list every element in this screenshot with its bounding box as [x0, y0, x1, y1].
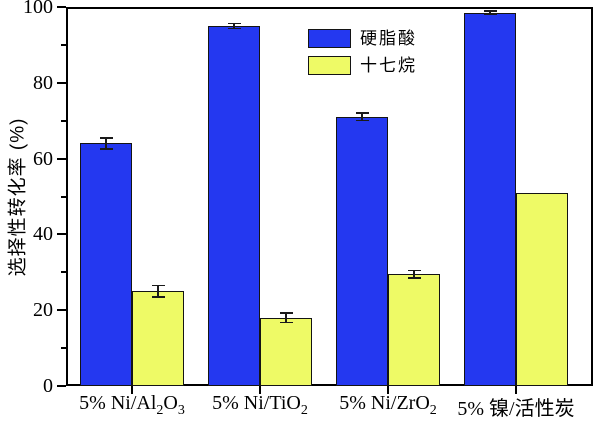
x-category-text: 5% 镍/活性炭 — [457, 398, 575, 420]
bar-series1 — [208, 25, 260, 386]
x-category-label: 5% Ni/ZrO2 — [339, 392, 437, 418]
error-bar-cap — [407, 277, 421, 279]
bar-series2 — [516, 192, 568, 386]
x-category-text: 5% Ni/TiO — [212, 392, 301, 414]
y-tick — [57, 385, 66, 387]
y-tick — [57, 309, 66, 312]
bar-series2 — [388, 274, 440, 386]
error-bar-line — [361, 113, 363, 121]
y-minor-tick — [61, 347, 66, 350]
legend-swatch — [308, 29, 351, 48]
y-minor-tick — [61, 43, 66, 46]
error-bar-line — [413, 270, 415, 278]
x-category-label: 5% Ni/Al2O3 — [79, 392, 185, 418]
error-bar-cap — [99, 137, 113, 139]
error-bar-cap — [483, 13, 497, 15]
error-bar-cap — [151, 284, 165, 287]
error-bar-line — [233, 23, 235, 29]
error-bar-cap — [151, 296, 165, 298]
x-category-text: 5% Ni/Al — [79, 392, 157, 414]
error-bar-cap — [227, 27, 241, 30]
legend-swatch — [308, 56, 351, 75]
y-tick-label: 80 — [33, 71, 53, 94]
x-category-label: 5% Ni/TiO2 — [212, 392, 308, 418]
y-tick — [57, 6, 66, 8]
y-minor-tick — [61, 195, 66, 198]
bar-series1 — [464, 12, 516, 386]
error-bar-cap — [355, 112, 369, 114]
y-minor-tick — [61, 271, 66, 274]
legend-label: 硬脂酸 — [360, 29, 417, 48]
x-category-subscript: 2 — [429, 403, 437, 418]
y-tick-label: 60 — [33, 147, 53, 170]
error-bar-cap — [227, 22, 241, 25]
bar-series2 — [132, 291, 184, 386]
y-tick-label: 20 — [33, 299, 53, 322]
error-bar-cap — [99, 148, 113, 150]
error-bar-cap — [279, 312, 293, 314]
x-category-text: 5% Ni/ZrO — [339, 392, 430, 414]
error-bar-line — [489, 11, 491, 15]
error-bar-line — [285, 312, 287, 323]
legend-label: 十七烷 — [360, 56, 417, 75]
error-bar-cap — [355, 119, 369, 122]
error-bar-line — [157, 285, 159, 297]
y-tick — [57, 233, 66, 236]
y-minor-tick — [61, 119, 66, 122]
y-tick — [57, 81, 66, 84]
x-tick — [515, 386, 517, 394]
y-tick-label: 100 — [23, 0, 53, 18]
x-tick — [131, 386, 133, 394]
y-tick-label: 40 — [33, 223, 53, 246]
x-category-label: 5% 镍/活性炭 — [457, 392, 574, 421]
y-tick — [57, 157, 66, 160]
y-tick-label: 0 — [43, 375, 53, 397]
x-category-subscript: 2 — [300, 403, 308, 418]
x-category-subscript: 3 — [177, 403, 185, 418]
x-tick — [387, 386, 389, 394]
bar-series1 — [80, 143, 132, 386]
error-bar-cap — [483, 10, 497, 12]
error-bar-line — [105, 137, 107, 150]
y-axis-title: 选择性转化率 (%) — [7, 117, 29, 277]
x-category-text: O — [163, 392, 178, 414]
error-bar-cap — [407, 269, 421, 272]
x-category-subscript: 2 — [156, 403, 164, 418]
bar-series2 — [260, 317, 312, 386]
error-bar-cap — [279, 321, 293, 324]
bar-series1 — [336, 116, 388, 386]
x-tick — [259, 386, 261, 394]
